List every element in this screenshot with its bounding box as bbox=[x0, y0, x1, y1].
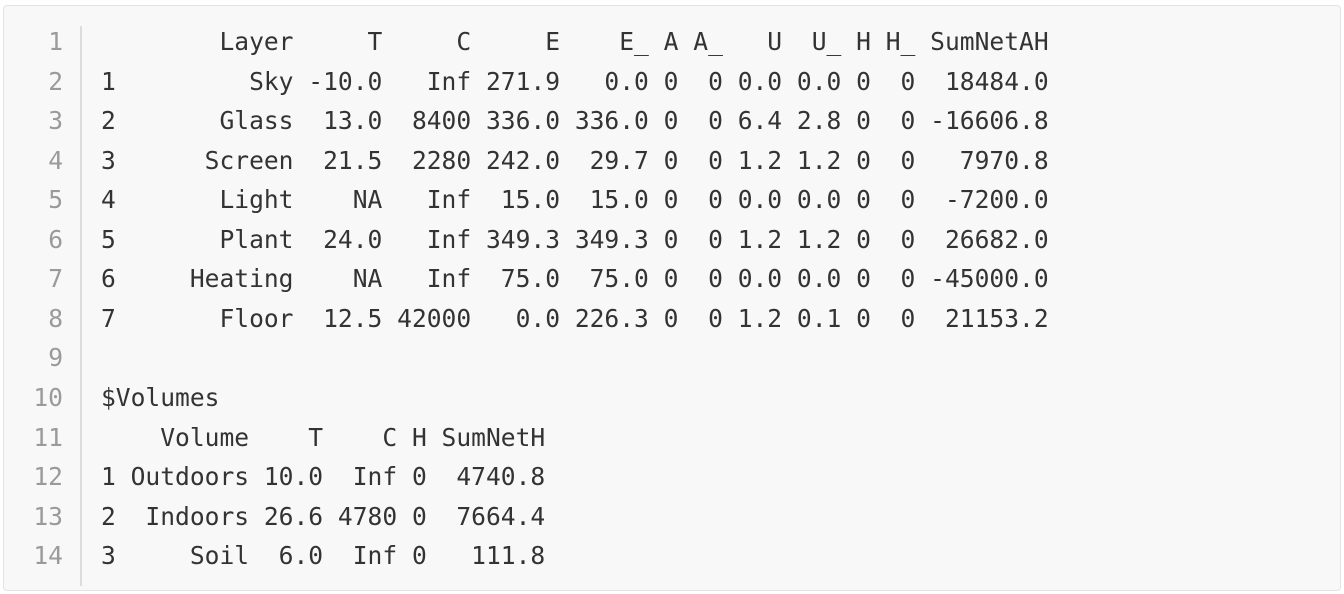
line-number: 12 bbox=[33, 462, 63, 492]
line-text: 2 Indoors 26.6 4780 0 7664.4 bbox=[101, 501, 546, 531]
code-line: 12 1 Outdoors 10.0 Inf 0 4740.8 bbox=[4, 457, 1334, 497]
line-text: 3 Screen 21.5 2280 242.0 29.7 0 0 1.2 1.… bbox=[101, 145, 1049, 175]
line-text: 2 Glass 13.0 8400 336.0 336.0 0 0 6.4 2.… bbox=[101, 106, 1049, 136]
code-line: 2 1 Sky -10.0 Inf 271.9 0.0 0 0 0.0 0.0 0… bbox=[4, 62, 1334, 102]
line-text: Volume T C H SumNetH bbox=[101, 422, 546, 452]
code-line: 6 5 Plant 24.0 Inf 349.3 349.3 0 0 1.2 1.… bbox=[4, 220, 1334, 260]
gutter-divider bbox=[80, 26, 82, 586]
line-text: 4 Light NA Inf 15.0 15.0 0 0 0.0 0.0 0 0… bbox=[101, 185, 1049, 215]
line-number: 1 bbox=[48, 27, 63, 56]
line-number: 3 bbox=[48, 106, 63, 136]
code-line: 4 3 Screen 21.5 2280 242.0 29.7 0 0 1.2 1… bbox=[4, 141, 1334, 181]
code-line: 13 2 Indoors 26.6 4780 0 7664.4 bbox=[4, 497, 1334, 537]
code-line: 10 $Volumes bbox=[4, 378, 1334, 418]
line-text: Layer T C E E_ A A_ U U_ H H_ SumNetAH bbox=[101, 27, 1049, 56]
line-text: $Volumes bbox=[101, 382, 220, 412]
code-line: 7 6 Heating NA Inf 75.0 75.0 0 0 0.0 0.0 … bbox=[4, 259, 1334, 299]
code-line: 1 Layer T C E E_ A A_ U U_ H H_ SumNetAH bbox=[4, 22, 1334, 62]
line-number: 2 bbox=[48, 66, 63, 96]
line-number: 7 bbox=[48, 264, 63, 294]
line-text: 3 Soil 6.0 Inf 0 111.8 bbox=[101, 541, 546, 571]
line-number: 13 bbox=[33, 501, 63, 531]
code-line: 9 bbox=[4, 338, 1334, 378]
line-number: 4 bbox=[48, 145, 63, 175]
line-number: 11 bbox=[33, 422, 63, 452]
line-number: 6 bbox=[48, 224, 63, 254]
code-line: 5 4 Light NA Inf 15.0 15.0 0 0 0.0 0.0 0 … bbox=[4, 180, 1334, 220]
line-number: 8 bbox=[48, 303, 63, 333]
line-number: 10 bbox=[33, 382, 63, 412]
line-number: 14 bbox=[33, 541, 63, 571]
code-line: 3 2 Glass 13.0 8400 336.0 336.0 0 0 6.4 2… bbox=[4, 101, 1334, 141]
code-line: 14 3 Soil 6.0 Inf 0 111.8 bbox=[4, 536, 1334, 576]
code-block: 1 Layer T C E E_ A A_ U U_ H H_ SumNetAH… bbox=[3, 5, 1341, 591]
line-number: 9 bbox=[48, 343, 63, 373]
code-line: 11 Volume T C H SumNetH bbox=[4, 418, 1334, 458]
line-text: 6 Heating NA Inf 75.0 75.0 0 0 0.0 0.0 0… bbox=[101, 264, 1049, 294]
line-text: 1 Sky -10.0 Inf 271.9 0.0 0 0 0.0 0.0 0 … bbox=[101, 66, 1049, 96]
line-text: 1 Outdoors 10.0 Inf 0 4740.8 bbox=[101, 462, 546, 492]
line-text: 7 Floor 12.5 42000 0.0 226.3 0 0 1.2 0.1… bbox=[101, 303, 1049, 333]
line-text: 5 Plant 24.0 Inf 349.3 349.3 0 0 1.2 1.2… bbox=[101, 224, 1049, 254]
code-line: 8 7 Floor 12.5 42000 0.0 226.3 0 0 1.2 0.… bbox=[4, 299, 1334, 339]
line-number: 5 bbox=[48, 185, 63, 215]
